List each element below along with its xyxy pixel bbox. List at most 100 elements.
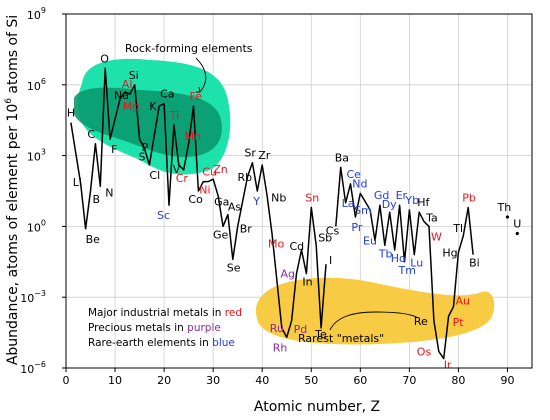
element-label-y: Y: [252, 195, 260, 208]
element-label-w: W: [431, 230, 442, 243]
x-tick-label: 60: [353, 374, 367, 387]
x-tick-label: 30: [206, 374, 220, 387]
element-label-h: H: [67, 107, 75, 120]
element-label-ba: Ba: [335, 151, 349, 164]
element-label-ge: Ge: [213, 228, 229, 241]
element-label-se: Se: [227, 261, 241, 274]
element-label-cu: Cu: [202, 166, 217, 179]
element-label-fe: Fe: [190, 90, 203, 103]
element-label-sn: Sn: [305, 192, 319, 205]
element-label-n: N: [105, 186, 113, 199]
element-label-s: S: [139, 151, 146, 164]
element-label-bi: Bi: [469, 257, 480, 270]
element-label-la: La: [342, 197, 355, 210]
element-label-ta: Ta: [425, 212, 438, 225]
x-tick-label: 50: [304, 374, 318, 387]
series-point: [515, 231, 519, 236]
element-label-u: U: [513, 218, 521, 231]
y-tick-label: 100: [27, 218, 46, 234]
element-label-be: Be: [86, 233, 101, 246]
element-label-hg: Hg: [442, 246, 457, 259]
x-tick-label: 70: [402, 374, 416, 387]
element-label-gd: Gd: [374, 189, 390, 202]
element-label-pr: Pr: [351, 221, 362, 234]
rock-annotation-arrowhead: [196, 86, 201, 93]
y-tick-label: 10−6: [20, 360, 46, 376]
element-label-ho: Ho: [391, 252, 406, 265]
element-label-f: F: [111, 143, 117, 156]
legend-industrial: Major industrial metals in red: [88, 307, 242, 319]
element-label-ni: Ni: [199, 184, 210, 197]
element-label-lu: Lu: [410, 257, 423, 270]
element-label-eu: Eu: [363, 235, 377, 248]
y-tick-label: 103: [27, 148, 46, 164]
element-label-os: Os: [417, 346, 432, 359]
element-label-dy: Dy: [382, 198, 397, 211]
x-tick-label: 10: [108, 374, 122, 387]
x-axis-label: Atomic number, Z: [254, 399, 380, 415]
element-label-ru: Ru: [270, 322, 284, 335]
element-label-mo: Mo: [268, 238, 284, 251]
element-label-sb: Sb: [318, 231, 332, 244]
element-label-ti: Ti: [169, 109, 179, 122]
element-label-in: In: [302, 276, 312, 289]
element-label-co: Co: [188, 193, 203, 206]
element-label-te: Te: [314, 328, 327, 341]
element-label-cr: Cr: [176, 172, 189, 185]
element-label-pb: Pb: [462, 192, 476, 205]
rarest-annotation-curve: [329, 311, 419, 331]
element-label-sr: Sr: [244, 147, 256, 160]
x-tick-label: 90: [500, 374, 514, 387]
element-label-ga: Ga: [214, 196, 229, 209]
x-tick-label: 0: [63, 374, 70, 387]
y-tick-label: 109: [27, 6, 46, 22]
element-label-k: K: [149, 100, 157, 113]
element-label-li: Li: [73, 176, 82, 189]
plot-frame: [65, 13, 533, 369]
element-label-ir: Ir: [444, 359, 452, 372]
element-label-si: Si: [129, 69, 139, 82]
x-tick-label: 80: [451, 374, 465, 387]
element-label-ag: Ag: [281, 268, 296, 281]
legend-precious: Precious metals in purple: [88, 322, 221, 334]
y-tick-label: 106: [27, 77, 46, 93]
element-label-er: Er: [396, 189, 408, 202]
rock-forming-annotation: Rock-forming elements: [125, 42, 253, 55]
legend: Major industrial metals in red Precious …: [88, 307, 242, 349]
element-label-as: As: [228, 201, 242, 214]
element-label-cl: Cl: [149, 169, 160, 182]
element-label-yb: Yb: [404, 194, 419, 207]
element-label-cd: Cd: [290, 240, 305, 253]
x-tick-label: 40: [255, 374, 269, 387]
series-line-2: [335, 166, 474, 360]
element-label-pd: Pd: [294, 323, 308, 336]
series-point: [505, 215, 510, 219]
y-axis-label: Abundance, atoms of element per 106 atom…: [4, 15, 21, 365]
element-label-br: Br: [240, 222, 253, 235]
element-label-zr: Zr: [258, 149, 271, 162]
series-lines: [70, 67, 519, 360]
element-label-sm: Sm: [354, 204, 372, 217]
element-label-ca: Ca: [160, 88, 174, 101]
rock-annotation-arrow: [195, 57, 207, 93]
rock-forming-core: [74, 87, 222, 157]
element-label-th: Th: [497, 201, 512, 214]
element-label-al: Al: [122, 78, 133, 91]
element-label-zn: Zn: [213, 163, 228, 176]
element-label-tl: Tl: [452, 222, 463, 235]
element-label-p: P: [142, 141, 149, 154]
element-label-nb: Nb: [271, 192, 286, 205]
element-label-tm: Tm: [398, 264, 416, 277]
rarest-metals-annotation: Rarest "metals": [298, 332, 384, 345]
element-label-rb: Rb: [238, 171, 253, 184]
axes: 0 10 20 30 40 50 60 70 80 90 109 106 103 100 10−3 10−6: [20, 6, 533, 387]
element-label-au: Au: [456, 295, 471, 308]
element-label-mg: Mg: [123, 100, 139, 113]
element-label-ce: Ce: [347, 168, 362, 181]
element-label-nd: Nd: [352, 177, 367, 190]
element-label-cs: Cs: [326, 224, 340, 237]
y-tick-label: 10−3: [20, 289, 46, 305]
x-tick-label: 20: [157, 374, 171, 387]
